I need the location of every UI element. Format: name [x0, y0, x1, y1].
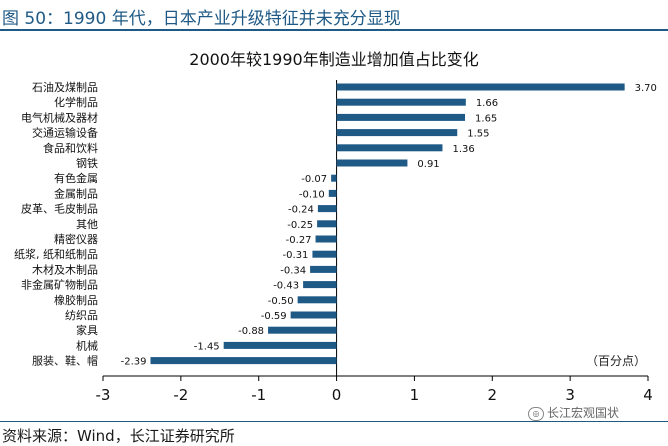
- value-label: 1.65: [475, 113, 497, 124]
- value-label: -0.24: [288, 205, 314, 216]
- value-label: -1.45: [194, 341, 220, 352]
- bar: [317, 205, 337, 213]
- wechat-icon: ◎: [528, 406, 544, 421]
- value-label: -0.34: [280, 265, 306, 276]
- value-label: -0.59: [261, 311, 287, 322]
- unit-label: （百分点）: [586, 354, 647, 368]
- value-label: -2.39: [121, 357, 147, 368]
- value-label: 1.66: [476, 98, 498, 109]
- header-rule: [0, 29, 668, 31]
- x-tick-label: 0: [332, 386, 342, 404]
- bar: [331, 174, 337, 182]
- watermark-text: 长江宏观国状: [547, 406, 620, 420]
- category-label: 非金属矿物制品: [21, 278, 98, 292]
- category-label: 化学制品: [54, 95, 98, 109]
- bar: [328, 189, 337, 197]
- category-label: 精密仪器: [54, 232, 98, 246]
- category-label: 电气机械及器材: [21, 110, 98, 124]
- value-label: -0.07: [301, 174, 327, 185]
- value-label: -0.25: [287, 220, 313, 231]
- x-tick-label: -3: [96, 386, 111, 404]
- value-label: -0.10: [299, 189, 325, 200]
- chart-title: 2000年较1990年制造业增加值占比变化: [189, 50, 479, 69]
- figure-title: 图 50：1990 年代，日本产业升级特征并未充分显现: [2, 9, 401, 29]
- value-label: 1.36: [452, 144, 474, 155]
- category-label: 纸浆, 纸和纸制品: [14, 247, 98, 261]
- value-label: -0.31: [283, 250, 309, 261]
- bar: [336, 98, 466, 106]
- x-tick-label: -1: [251, 386, 266, 404]
- bar: [336, 129, 458, 137]
- bar: [310, 265, 337, 273]
- bar: [336, 144, 443, 152]
- bar: [223, 341, 337, 349]
- category-label: 纺织品: [65, 308, 98, 322]
- x-tick-label: -2: [173, 386, 188, 404]
- bar: [297, 296, 337, 304]
- bar: [150, 357, 337, 365]
- bar: [290, 311, 337, 319]
- bar: [336, 83, 625, 91]
- category-label: 交通运输设备: [32, 126, 98, 140]
- bar: [315, 235, 337, 243]
- x-tick-label: 3: [565, 386, 575, 404]
- watermark: ◎ 长江宏观国状: [528, 404, 619, 421]
- category-label: 皮革、毛皮制品: [21, 202, 98, 216]
- value-label: -0.43: [273, 281, 299, 292]
- category-label: 家具: [76, 323, 98, 337]
- category-label: 食品和饮料: [43, 141, 98, 155]
- x-tick-label: 1: [410, 386, 420, 404]
- value-label: 3.70: [635, 83, 657, 94]
- bar: [268, 326, 337, 334]
- category-label: 橡胶制品: [54, 293, 98, 307]
- source-note: 资料来源：Wind，长江证券研究所: [2, 427, 235, 445]
- value-label: -0.88: [238, 326, 264, 337]
- category-label: 钢铁: [76, 157, 98, 170]
- footer-rule: [0, 421, 668, 422]
- value-label: 1.55: [467, 129, 489, 140]
- category-label: 石油及煤制品: [32, 80, 98, 94]
- x-tick-label: 2: [488, 386, 498, 404]
- category-label: 金属制品: [54, 186, 98, 200]
- value-label: 0.91: [417, 159, 439, 170]
- category-label: 服装、鞋、帽: [32, 354, 98, 368]
- bar: [317, 220, 337, 228]
- category-label: 木材及木制品: [32, 262, 98, 276]
- category-label: 有色金属: [54, 171, 98, 185]
- category-label: 机械: [76, 338, 98, 352]
- value-label: -0.27: [286, 235, 312, 246]
- category-label: 其他: [76, 218, 98, 231]
- bar: [303, 281, 337, 289]
- x-tick-label: 4: [643, 386, 653, 404]
- bar: [312, 250, 337, 258]
- bar: [336, 113, 466, 121]
- value-label: -0.50: [268, 296, 294, 307]
- figure-header: 图 50：1990 年代，日本产业升级特征并未充分显现: [0, 0, 668, 31]
- bar: [336, 159, 408, 167]
